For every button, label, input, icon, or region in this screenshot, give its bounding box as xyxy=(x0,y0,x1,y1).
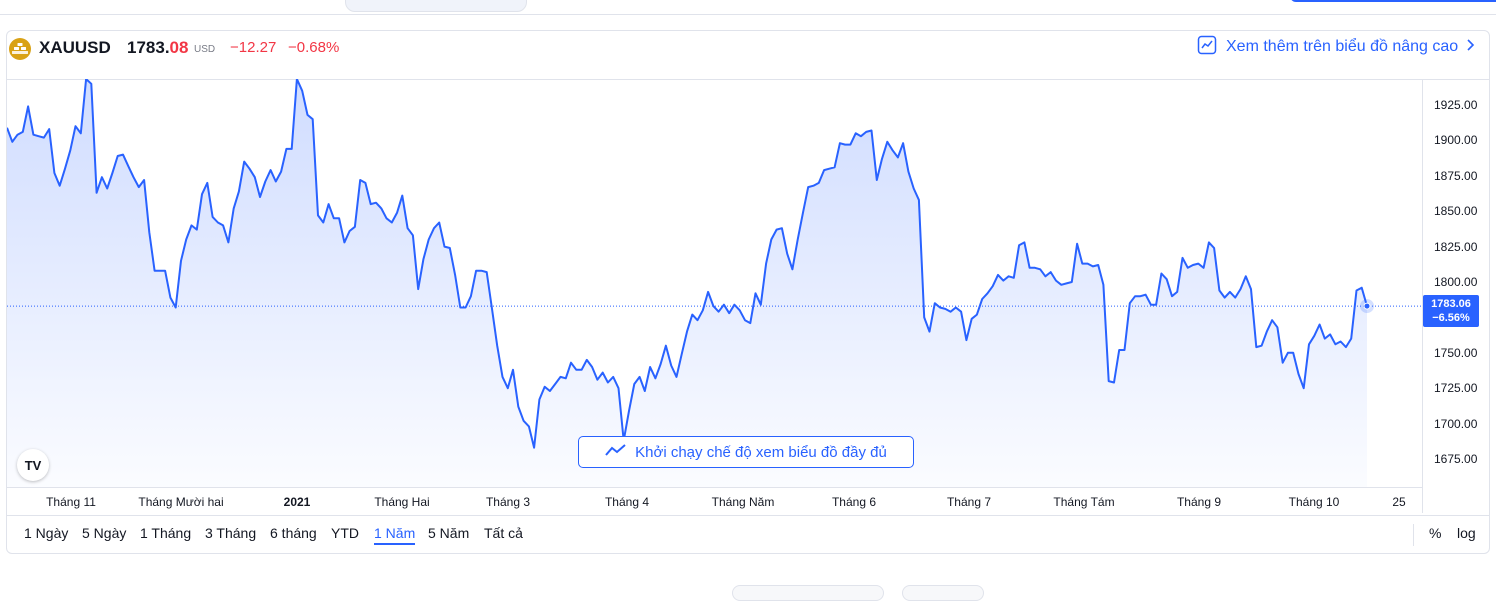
percent-toggle[interactable]: % xyxy=(1429,525,1442,541)
trend-icon xyxy=(605,443,627,461)
y-tick-label: 1800.00 xyxy=(1434,275,1478,289)
bottom-pill-left xyxy=(732,585,884,601)
chevron-right-icon xyxy=(1466,38,1476,57)
range-3m[interactable]: 3 Tháng xyxy=(205,525,257,541)
x-tick-label: Tháng Tám xyxy=(1053,495,1115,509)
price-area-fill xyxy=(7,79,1367,487)
x-tick-label: 2021 xyxy=(283,495,311,509)
x-tick-label: Tháng 10 xyxy=(1288,495,1340,509)
price-chart[interactable] xyxy=(7,79,1489,517)
x-tick-label: Tháng 9 xyxy=(1176,495,1222,509)
last-price: 1783.08 xyxy=(127,38,188,58)
price-line xyxy=(7,79,1368,449)
chart-icon xyxy=(1197,35,1217,60)
range-separator xyxy=(1413,524,1414,546)
x-tick-label: Tháng 4 xyxy=(604,495,650,509)
x-tick-label: Tháng 6 xyxy=(831,495,877,509)
symbol-name: XAUUSD xyxy=(39,38,111,57)
range-1d[interactable]: 1 Ngày xyxy=(24,525,69,541)
range-5y[interactable]: 5 Năm xyxy=(428,525,470,541)
chart-widget: XAUUSD 1783.08 USD −12.27 −0.68% Xem thê… xyxy=(6,30,1490,554)
y-tick-label: 1925.00 xyxy=(1434,98,1478,112)
bottom-strip xyxy=(0,584,1496,601)
y-tick-label: 1900.00 xyxy=(1434,133,1478,148)
last-point xyxy=(1363,302,1371,310)
full-chart-button[interactable]: Khởi chạy chế độ xem biểu đồ đầy đủ xyxy=(578,436,914,468)
price-change-percent: −0.68% xyxy=(288,39,340,56)
range-6m[interactable]: 6 tháng xyxy=(270,525,317,541)
x-tick-label: Tháng 7 xyxy=(946,495,992,509)
price-decimals: 08 xyxy=(169,38,189,57)
range-ytd[interactable]: YTD xyxy=(331,525,359,541)
x-tick-label: Tháng Mười hai xyxy=(138,495,224,509)
range-1y[interactable]: 1 Năm xyxy=(374,525,416,545)
range-1m[interactable]: 1 Tháng xyxy=(140,525,192,541)
top-bar xyxy=(0,0,1496,15)
gold-logo-icon xyxy=(9,38,31,60)
y-tick-label: 1850.00 xyxy=(1434,204,1478,219)
symbol-header: XAUUSD 1783.08 USD −12.27 −0.68% Xem thê… xyxy=(7,31,1489,80)
y-tick-label: 1725.00 xyxy=(1434,381,1478,396)
price-chart-svg[interactable] xyxy=(7,79,1489,517)
x-tick-label: 25 xyxy=(1392,495,1406,509)
x-tick-label: Tháng 3 xyxy=(485,495,531,509)
x-tick-label: Tháng Hai xyxy=(374,495,430,509)
advanced-chart-label: Xem thêm trên biểu đồ nâng cao xyxy=(1226,38,1459,55)
currency-label: USD xyxy=(194,44,216,55)
last-price-value: 1783.06 xyxy=(1431,298,1471,310)
y-axis-line xyxy=(1422,79,1423,513)
range-bar: 1 Ngày 5 Ngày 1 Tháng 3 Tháng 6 tháng YT… xyxy=(7,515,1489,553)
range-all[interactable]: Tất cả xyxy=(484,525,523,541)
last-price-label: 1783.06 −6.56% xyxy=(1423,295,1479,327)
y-tick-label: 1700.00 xyxy=(1434,416,1478,431)
tradingview-logo-icon[interactable]: TV xyxy=(17,449,49,481)
y-tick-label: 1675.00 xyxy=(1434,452,1478,466)
last-price-change: −6.56% xyxy=(1432,312,1470,324)
price-change: −12.27 xyxy=(230,39,277,56)
y-tick-label: 1825.00 xyxy=(1434,239,1478,254)
x-axis: Tháng 11 Tháng Mười hai 2021 Tháng Hai Tháng… xyxy=(7,487,1422,514)
price-integer: 1783. xyxy=(127,38,170,57)
full-chart-label: Khởi chạy chế độ xem biểu đồ đầy đủ xyxy=(635,443,887,461)
top-action-pill xyxy=(1290,0,1496,2)
x-tick-label: Tháng 11 xyxy=(46,495,96,509)
log-toggle[interactable]: log xyxy=(1457,525,1476,541)
range-5d[interactable]: 5 Ngày xyxy=(82,525,127,541)
advanced-chart-link[interactable]: Xem thêm trên biểu đồ nâng cao xyxy=(1197,35,1476,59)
tv-logo-text: TV xyxy=(24,457,42,473)
x-tick-label: Tháng Năm xyxy=(711,495,775,509)
y-tick-label: 1750.00 xyxy=(1434,345,1478,360)
y-tick-label: 1875.00 xyxy=(1434,168,1478,183)
bottom-pill-right xyxy=(902,585,984,601)
top-pill xyxy=(345,0,527,12)
